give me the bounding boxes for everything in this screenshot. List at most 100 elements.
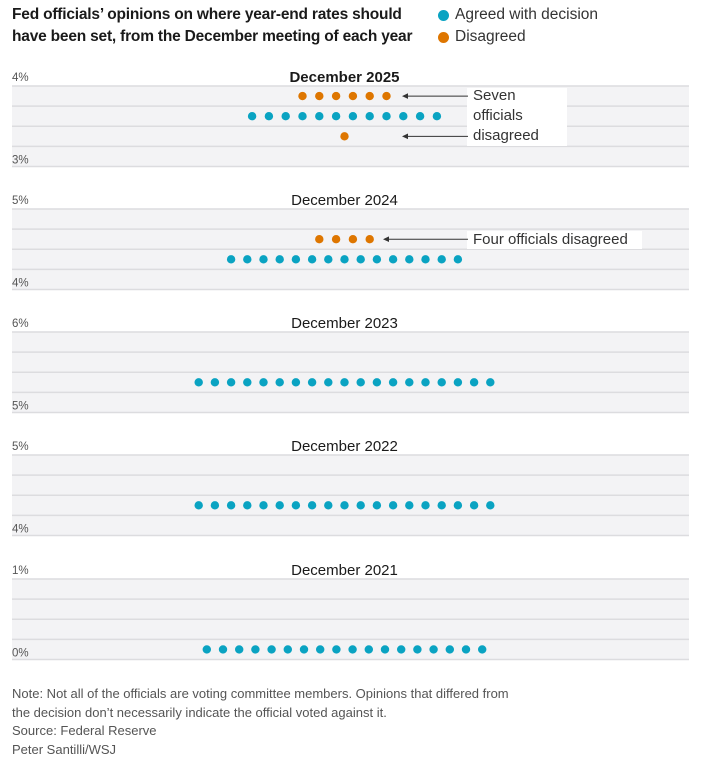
dot-agreed [332,645,341,654]
dot-agreed [382,111,391,121]
dot-agreed [469,378,479,387]
y-tick-label: 4% [12,72,29,84]
dot-agreed [315,111,324,121]
dot-agreed [243,378,252,387]
dot-agreed [275,378,284,387]
dot-agreed [247,111,257,121]
dot-agreed [259,255,268,264]
dot-agreed [478,645,487,654]
dot-agreed [316,645,325,654]
dot-agreed [388,378,398,387]
dot-agreed [307,255,317,264]
dot-agreed [226,501,236,510]
legend-dot-agreed [438,9,449,21]
dot-agreed [194,378,203,387]
dot-agreed [243,501,252,510]
dot-agreed [469,501,479,510]
y-tick-label: 6% [12,318,29,330]
y-tick-label: 3% [12,155,29,167]
dot-agreed [453,255,463,264]
dot-agreed [275,501,284,510]
dot-agreed [486,378,495,387]
footer-note: Note: Not all of the officials are votin… [12,686,509,720]
dot-agreed [348,111,358,121]
dot-agreed [340,501,349,510]
dot-disagreed [315,91,324,101]
dot-agreed [210,378,220,387]
dot-agreed [210,501,220,510]
dot-agreed [324,501,333,510]
y-tick-label: 4% [12,278,29,290]
dot-agreed [421,255,430,264]
dot-agreed [324,255,333,264]
dot-agreed [259,501,268,510]
dot-agreed [194,501,203,510]
annotation-text: officials [473,107,523,124]
dot-agreed [331,111,341,121]
dot-disagreed [348,234,358,244]
annotation-arrowhead [402,93,408,99]
dot-agreed [429,645,438,654]
dot-disagreed [315,234,324,244]
dot-agreed [415,111,425,121]
dot-agreed [283,645,292,654]
dot-disagreed [331,234,341,244]
y-tick-label: 5% [12,195,29,207]
dot-disagreed [298,91,307,101]
footer: Note: Not all of the officials are votin… [12,685,512,759]
dot-disagreed [365,91,374,101]
y-tick-label: 5% [12,441,29,453]
legend-item-agreed: Agreed with decision [438,4,598,26]
dot-agreed [259,378,268,387]
dot-disagreed [365,234,374,244]
dot-agreed [413,645,422,654]
footer-credit: Peter Santilli/WSJ [12,741,117,757]
dot-plot-chart: 4% 3% December 2025 Seven officials disagreed… [12,69,689,661]
annotation-text: disagreed [473,127,539,144]
dot-agreed [324,378,333,387]
dot-agreed [291,378,301,387]
dot-agreed [235,645,244,654]
annotation-text: Four officials disagreed [473,231,628,248]
y-tick-label: 5% [12,401,29,413]
dot-agreed [421,378,430,387]
dot-agreed [405,501,414,510]
annotation-background [467,231,642,249]
dot-agreed [307,501,317,510]
dot-disagreed [331,91,341,101]
dot-agreed [275,255,284,264]
panel-title: December 2021 [291,562,398,579]
dot-agreed [291,255,301,264]
dot-agreed [372,501,382,510]
dot-agreed [218,645,228,654]
dot-agreed [486,501,495,510]
dot-agreed [340,378,349,387]
dot-agreed [372,255,382,264]
dot-agreed [399,111,408,121]
panel-title: December 2024 [291,192,398,209]
panel-title: December 2025 [289,69,399,86]
legend: Agreed with decision Disagreed [438,4,598,48]
dot-agreed [432,111,442,121]
y-tick-label: 4% [12,524,29,536]
dot-agreed [437,501,446,510]
dot-disagreed [340,132,349,141]
dot-agreed [405,378,414,387]
dot-agreed [365,111,374,121]
dot-agreed [437,378,446,387]
annotation-arrowhead [383,236,389,242]
dot-agreed [291,501,301,510]
dot-agreed [388,501,398,510]
dot-agreed [364,645,373,654]
panel-title: December 2023 [291,315,398,332]
dot-agreed [405,255,414,264]
dot-agreed [356,378,365,387]
dot-agreed [226,378,236,387]
dot-agreed [251,645,260,654]
panel-title: December 2022 [291,438,398,455]
dot-agreed [243,255,252,264]
dot-agreed [437,255,446,264]
dot-agreed [445,645,454,654]
annotation-text: Seven [473,87,516,104]
dot-agreed [226,255,236,264]
